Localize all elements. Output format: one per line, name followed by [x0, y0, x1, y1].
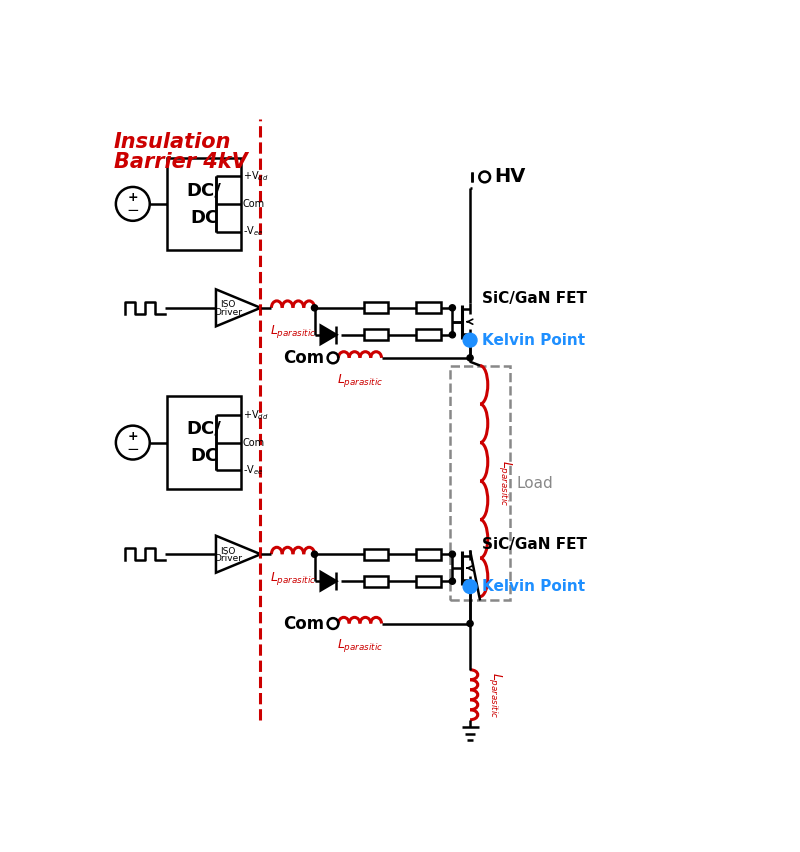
- Text: Com: Com: [282, 614, 324, 632]
- Text: SiC/GaN FET: SiC/GaN FET: [482, 291, 586, 306]
- Text: Kelvin Point: Kelvin Point: [482, 332, 585, 348]
- Text: Kelvin Point: Kelvin Point: [482, 579, 585, 594]
- Bar: [167, 396, 241, 489]
- Text: SiC/GaN FET: SiC/GaN FET: [482, 538, 586, 552]
- Bar: [416, 330, 441, 340]
- Text: ISO: ISO: [221, 300, 236, 309]
- Text: Com: Com: [243, 438, 265, 447]
- Text: DC: DC: [190, 447, 218, 465]
- Polygon shape: [321, 572, 336, 590]
- Bar: [364, 330, 389, 340]
- Polygon shape: [216, 290, 261, 326]
- Bar: [416, 549, 441, 560]
- Bar: [364, 302, 389, 314]
- Text: +V$_{dd}$: +V$_{dd}$: [243, 408, 269, 422]
- Text: HV: HV: [494, 168, 526, 187]
- Text: +V$_{dd}$: +V$_{dd}$: [243, 170, 269, 183]
- Bar: [450, 366, 510, 601]
- Circle shape: [467, 354, 473, 361]
- Bar: [167, 158, 241, 250]
- Bar: [416, 302, 441, 314]
- Circle shape: [450, 579, 455, 584]
- Bar: [364, 549, 389, 560]
- Text: +: +: [127, 430, 138, 443]
- Text: DC: DC: [190, 209, 218, 227]
- Text: −: −: [126, 204, 139, 218]
- Text: Barrier 4kV: Barrier 4kV: [114, 152, 247, 171]
- Circle shape: [450, 331, 455, 338]
- Circle shape: [450, 305, 455, 311]
- Circle shape: [311, 305, 318, 311]
- Circle shape: [463, 333, 477, 347]
- Text: Com: Com: [282, 348, 324, 367]
- Text: Driver: Driver: [214, 308, 242, 317]
- Polygon shape: [216, 536, 261, 573]
- Text: -V$_{ee}$: -V$_{ee}$: [243, 225, 263, 239]
- Circle shape: [463, 579, 477, 594]
- Bar: [416, 576, 441, 586]
- Text: ISO: ISO: [221, 547, 236, 556]
- Text: −: −: [126, 442, 139, 457]
- Bar: [364, 576, 389, 586]
- Text: $L_{parasitic}$: $L_{parasitic}$: [337, 371, 383, 389]
- Circle shape: [450, 551, 455, 557]
- Text: +: +: [127, 191, 138, 204]
- Text: $L_{parasitic}$: $L_{parasitic}$: [487, 671, 504, 718]
- Polygon shape: [321, 325, 336, 344]
- Text: Driver: Driver: [214, 555, 242, 563]
- Circle shape: [467, 620, 473, 626]
- Text: $L_{parasitic}$: $L_{parasitic}$: [497, 460, 514, 506]
- Text: Com: Com: [243, 199, 265, 209]
- Circle shape: [311, 551, 318, 557]
- Text: $L_{parasitic}$: $L_{parasitic}$: [337, 637, 383, 654]
- Text: Insulation: Insulation: [114, 132, 231, 153]
- Text: $L_{parasitic}$: $L_{parasitic}$: [270, 323, 316, 340]
- Text: Load: Load: [516, 475, 553, 491]
- Text: -V$_{ee}$: -V$_{ee}$: [243, 463, 263, 477]
- Text: DC/: DC/: [186, 420, 222, 438]
- Text: DC/: DC/: [186, 181, 222, 199]
- Text: $L_{parasitic}$: $L_{parasitic}$: [270, 570, 316, 587]
